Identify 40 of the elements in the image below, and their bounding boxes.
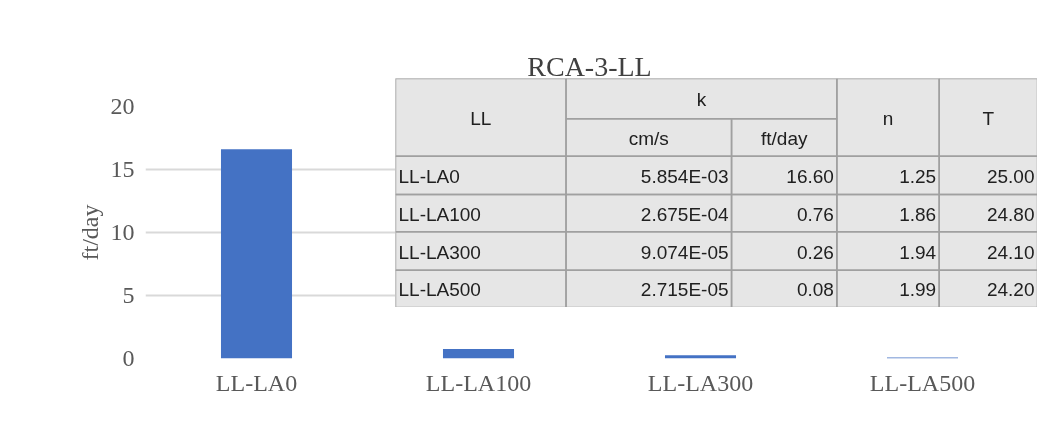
annotation: 0.08 [796, 279, 834, 301]
y-tick-label: 0 [122, 345, 135, 371]
annotation: 0.76 [796, 203, 834, 225]
annotation: n [882, 107, 894, 129]
annotation: 0.26 [796, 241, 834, 263]
annotation: LL-LA500 [398, 279, 481, 301]
annotation: 1.86 [899, 203, 937, 225]
bar [664, 355, 737, 359]
annotation: LL-LA300 [398, 241, 481, 263]
annotation: 1.99 [899, 279, 937, 301]
bar [442, 348, 515, 359]
y-axis-title: ft/day [76, 204, 103, 261]
annotation: T [982, 107, 995, 129]
x-tick-label: LL-LA100 [425, 369, 532, 396]
annotation: 25.00 [986, 165, 1035, 187]
y-tick-label: 20 [110, 93, 135, 119]
annotation: 2.675E-04 [640, 203, 729, 225]
y-tick-label: 10 [110, 219, 135, 245]
annotation: cm/s [628, 128, 669, 150]
annotation: 9.074E-05 [640, 241, 729, 263]
annotation: 5.854E-03 [640, 165, 729, 187]
annotation: 1.94 [899, 241, 937, 263]
x-tick-label: LL-LA0 [215, 369, 298, 396]
annotation: 2.715E-05 [640, 279, 729, 301]
y-tick-label: 5 [122, 282, 135, 308]
annotation: 24.20 [986, 279, 1035, 301]
annotation: LL-LA0 [398, 165, 460, 187]
x-tick-label: LL-LA300 [647, 369, 754, 396]
annotation: ft/day [760, 128, 808, 150]
bar [220, 149, 293, 359]
annotation: 24.80 [986, 203, 1035, 225]
annotation: 1.25 [899, 165, 937, 187]
chart-title: RCA-3-LL [527, 50, 652, 82]
annotation: 24.10 [986, 241, 1035, 263]
x-tick-label: LL-LA500 [869, 369, 976, 396]
annotation: LL-LA100 [398, 203, 481, 225]
annotation: 16.60 [786, 165, 834, 187]
y-tick-label: 15 [110, 156, 135, 182]
annotation: LL [470, 107, 492, 129]
annotation: k [696, 89, 707, 111]
